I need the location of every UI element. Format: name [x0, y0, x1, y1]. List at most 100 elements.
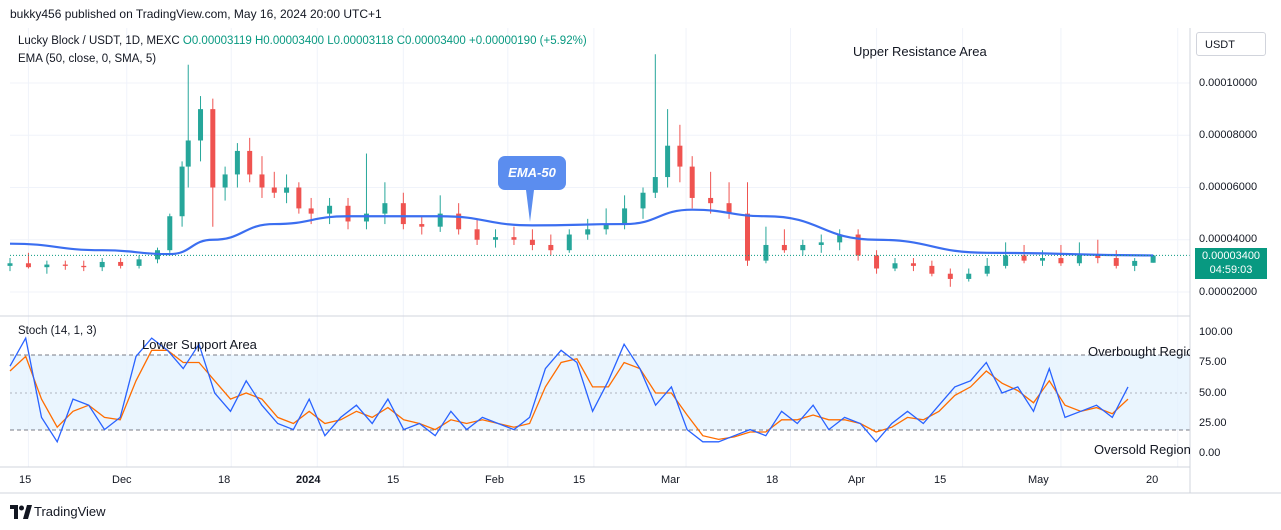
ohlc-low: L0.00003118 — [327, 35, 394, 47]
price-tick: 0.00008000 — [1199, 129, 1258, 141]
candle-body — [296, 187, 302, 209]
candle-body — [1058, 258, 1064, 264]
time-tick: Dec — [112, 474, 132, 486]
candle-body — [179, 166, 185, 217]
last-price-value: 0.00003400 — [1201, 250, 1261, 262]
candle-body — [62, 264, 68, 266]
ema-callout — [498, 156, 566, 222]
stoch-k-line — [9, 336, 1129, 444]
candle-body — [259, 174, 265, 188]
currency-button[interactable]: USDT — [1196, 32, 1266, 56]
candle-body — [603, 224, 609, 230]
candle-body — [585, 229, 591, 235]
candle-body — [947, 273, 953, 279]
time-tick: Feb — [485, 474, 504, 486]
candle-body — [437, 213, 443, 227]
candle-body — [689, 166, 695, 198]
candle-body — [566, 234, 572, 251]
candle-body — [800, 244, 806, 251]
candle-body — [874, 255, 880, 269]
stoch-indicator-label[interactable]: Stoch (14, 1, 3) — [18, 325, 97, 337]
candle-body — [677, 145, 683, 167]
candle-body — [222, 174, 228, 188]
candle-body — [118, 261, 124, 266]
candle-body — [493, 237, 499, 240]
candle-body — [1003, 255, 1009, 266]
candle-body — [640, 192, 646, 209]
candle-body — [247, 150, 253, 175]
time-tick: Mar — [661, 474, 680, 486]
candle-body — [7, 263, 13, 266]
time-tick: 15 — [19, 474, 32, 486]
candle-body — [984, 265, 990, 274]
candle-body — [1040, 258, 1045, 261]
candle-body — [1095, 255, 1101, 259]
candle-body — [382, 203, 388, 214]
ema-callout-label: EMA-50 — [508, 165, 556, 180]
candle-body — [99, 261, 105, 268]
ohlc-open: O0.00003119 — [182, 35, 252, 47]
candle-body — [210, 109, 216, 188]
time-tick: 18 — [766, 474, 779, 486]
candle-body — [1076, 255, 1082, 264]
time-tick: 20 — [1146, 474, 1159, 486]
candle-body — [622, 208, 628, 225]
candle-body — [474, 229, 480, 240]
candle-body — [1132, 260, 1138, 266]
symbol-label[interactable]: Lucky Block / USDT, 1D, MEXC — [18, 35, 180, 47]
candle-body — [511, 237, 517, 240]
price-tick: 0.00004000 — [1199, 233, 1258, 245]
overbought-label: Overbought Region — [1088, 344, 1190, 359]
candle-body — [284, 187, 290, 193]
stoch-tick: 75.00 — [1199, 356, 1227, 368]
time-tick: 15 — [573, 474, 586, 486]
candle-body — [363, 213, 369, 222]
candle-body — [708, 197, 714, 204]
candle-body — [419, 224, 425, 227]
candle-body — [1150, 255, 1156, 263]
ema-50-line — [9, 208, 1154, 257]
publisher-line: bukky456 published on TradingView.com, M… — [10, 7, 382, 21]
oversold-label-clip: Oversold Region — [1080, 442, 1190, 460]
tradingview-brand: TradingView — [34, 504, 106, 519]
candle-body — [1113, 258, 1119, 266]
candle-body — [44, 264, 50, 268]
candle-body — [185, 140, 191, 167]
candle-body — [929, 265, 935, 274]
candle-body — [456, 213, 462, 230]
candle-body — [892, 263, 898, 269]
candle-body — [763, 244, 769, 261]
candle-body — [818, 242, 824, 245]
bar-countdown: 04:59:03 — [1209, 264, 1253, 276]
candle-body — [308, 208, 314, 214]
candle-body — [198, 109, 204, 141]
ema-indicator-label[interactable]: EMA (50, close, 0, SMA, 5) — [18, 53, 157, 65]
candle-body — [652, 177, 658, 193]
candle-body — [855, 234, 861, 256]
tradingview-logo-icon — [10, 505, 32, 519]
time-tick: 2024 — [296, 474, 321, 486]
candle-body — [400, 203, 406, 225]
candle-body — [327, 205, 333, 214]
ohlc-close: C0.00003400 — [396, 35, 466, 47]
candle-body — [25, 263, 31, 268]
stoch-band — [10, 355, 1190, 430]
time-tick: 15 — [387, 474, 400, 486]
time-tick: May — [1028, 474, 1049, 486]
price-tick: 0.00002000 — [1199, 286, 1258, 298]
ohlc-change: +0.00000190 (+5.92%) — [469, 35, 587, 47]
ohlc-high: H0.00003400 — [254, 35, 325, 47]
candle-body — [81, 265, 87, 268]
candle-body — [726, 203, 732, 214]
upper-resistance-label: Upper Resistance Area — [853, 44, 987, 59]
candle-body — [529, 239, 535, 245]
candle-body — [1021, 255, 1027, 261]
candle-body — [745, 213, 750, 261]
price-tick: 0.00010000 — [1199, 77, 1258, 89]
price-tick: 0.00006000 — [1199, 181, 1258, 193]
candle-body — [234, 150, 240, 175]
candle-body — [910, 263, 916, 266]
stoch-tick: 25.00 — [1199, 417, 1227, 429]
